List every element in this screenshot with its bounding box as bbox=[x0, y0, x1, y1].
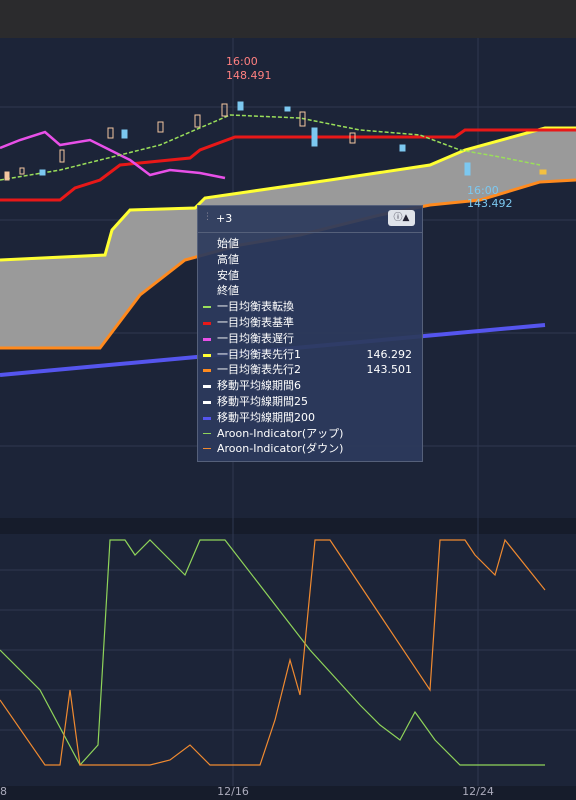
legend-row: Aroon-Indicator(アップ) bbox=[198, 426, 422, 441]
low-time: 16:00 bbox=[467, 184, 499, 197]
high-price: 148.491 bbox=[226, 69, 272, 82]
swatch bbox=[203, 385, 211, 389]
swatch bbox=[203, 337, 211, 341]
legend-row: 高値 bbox=[198, 252, 422, 267]
panel-title: +3 bbox=[216, 212, 233, 225]
tenkan bbox=[0, 114, 541, 181]
x-label: 12/16 bbox=[217, 785, 249, 798]
swatch bbox=[203, 353, 211, 357]
legend-row: 移動平均線期間200 bbox=[198, 410, 422, 425]
low-price: 143.492 bbox=[467, 197, 513, 210]
x-label: 12/24 bbox=[462, 785, 494, 798]
swatch bbox=[203, 448, 211, 450]
x-axis bbox=[0, 786, 576, 800]
legend-label: 一目均衡表先行2 bbox=[217, 363, 301, 377]
legend-label: 移動平均線期間25 bbox=[217, 395, 308, 408]
legend-label: Aroon-Indicator(アップ) bbox=[217, 426, 344, 440]
divider bbox=[0, 518, 576, 534]
aroon-down bbox=[0, 538, 546, 766]
legend-row: 一目均衡表先行2 143.501 bbox=[198, 362, 422, 377]
legend-label: 始値 bbox=[217, 237, 239, 250]
legend-label: 一目均衡表先行1 bbox=[217, 347, 301, 361]
swatch bbox=[203, 369, 211, 373]
candles bbox=[4, 101, 547, 181]
legend-row: 始値 bbox=[198, 236, 422, 251]
senkou-1 bbox=[0, 126, 576, 262]
swatch bbox=[203, 401, 211, 404]
panel-header: ⋮ +3 ⓘ▲ bbox=[198, 206, 422, 233]
toolbar bbox=[0, 0, 576, 38]
legend-value: 143.501 bbox=[366, 363, 413, 377]
legend-row: 安値 bbox=[198, 268, 422, 283]
chikou bbox=[0, 130, 226, 180]
legend-row: 移動平均線期間6 bbox=[198, 378, 422, 393]
legend-label: 安値 bbox=[217, 268, 239, 282]
legend-row: 一目均衡表基準 bbox=[198, 315, 422, 330]
legend-label: 移動平均線期間200 bbox=[217, 410, 315, 424]
cloud bbox=[0, 128, 576, 348]
legend-label: 終値 bbox=[217, 284, 239, 298]
legend-label: 移動平均線期間6 bbox=[217, 379, 301, 393]
legend-label: 一目均衡表基準 bbox=[217, 316, 294, 329]
legend-label: Aroon-Indicator(ダウン) bbox=[217, 442, 344, 456]
aroon-up bbox=[0, 539, 545, 767]
swatch bbox=[203, 416, 211, 420]
swatch bbox=[203, 432, 211, 434]
legend-row: 終値 bbox=[198, 283, 422, 298]
legend-row: 一目均衡表遅行 bbox=[198, 331, 422, 346]
legend-panel: ⋮ +3 ⓘ▲ 始値 高値 安値 終値 一目均衡表転換 一目均衡表基準 一目均衡表遅行 一目均… bbox=[197, 205, 423, 462]
legend-label: 一目均衡表遅行 bbox=[217, 331, 294, 345]
sub-pane bbox=[0, 534, 576, 786]
high-time: 16:00 bbox=[226, 55, 258, 68]
legend-row: 一目均衡表転換 bbox=[198, 299, 422, 314]
legend-row: Aroon-Indicator(ダウン) bbox=[198, 441, 422, 456]
legend-row: 一目均衡表先行1 146.292 bbox=[198, 347, 422, 362]
x-label: 8 bbox=[0, 785, 7, 798]
swatch bbox=[203, 322, 211, 325]
legend-row: 移動平均線期間25 bbox=[198, 394, 422, 409]
kijun bbox=[0, 128, 576, 202]
info-button[interactable]: ⓘ▲ bbox=[388, 210, 415, 226]
swatch bbox=[203, 306, 211, 309]
legend-label: 一目均衡表転換 bbox=[217, 300, 294, 314]
legend-value: 146.292 bbox=[366, 347, 413, 361]
legend-label: 高値 bbox=[217, 252, 239, 266]
